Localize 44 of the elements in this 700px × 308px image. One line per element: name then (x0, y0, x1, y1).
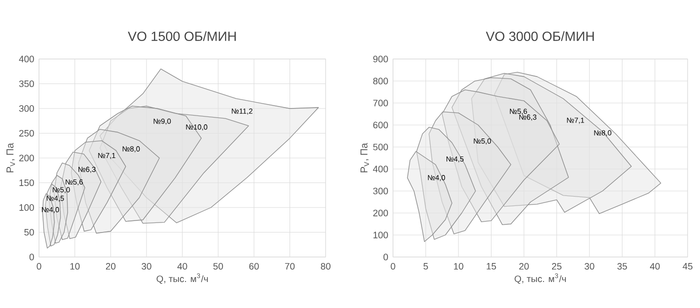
chart-title: VO 1500 ОБ/МИН (128, 31, 236, 42)
y-tick-label: 300 (19, 105, 34, 112)
y-tick-label: 400 (373, 166, 388, 172)
x-tick-label: 60 (249, 263, 259, 270)
x-tick-label: 5 (424, 263, 428, 270)
x-tick-label: 15 (486, 263, 496, 270)
y-tick-label: 100 (374, 232, 388, 238)
x-tick-label: 20 (106, 263, 116, 270)
y-tick-label: 150 (20, 179, 34, 186)
chart-title: VO 3000 ОБ/МИН (486, 31, 594, 42)
x-tick-label: 40 (650, 263, 660, 270)
y-tick-label: 500 (373, 144, 388, 150)
y-tick-label: 700 (373, 100, 388, 106)
y-tick-label: 0 (29, 254, 34, 260)
x-tick-label: 20 (519, 263, 529, 270)
x-axis-title: Q, тыс. м$^{3}$/ч (514, 273, 566, 284)
y-axis-title: P$_{V}$, Па (360, 142, 369, 172)
y-tick-label: 50 (24, 228, 34, 236)
x-tick-label: 10 (454, 263, 464, 270)
x-tick-label: 40 (177, 263, 188, 270)
x-tick-label: 80 (320, 263, 330, 270)
y-tick-label: 200 (19, 154, 34, 162)
y-tick-label: 200 (373, 210, 388, 216)
y-tick-label: 350 (19, 80, 34, 88)
y-tick-label: 100 (20, 204, 34, 211)
x-tick-label: 0 (36, 263, 42, 270)
x-tick-label: 30 (142, 263, 152, 270)
x-tick-label: 45 (682, 263, 692, 270)
y-tick-label: 250 (19, 130, 34, 137)
y-axis-title: P$_{V}$, Па (6, 142, 15, 172)
y-tick-label: 400 (19, 56, 34, 62)
x-tick-label: 30 (584, 263, 594, 270)
x-axis-title: Q, тыс. м$^{3}$/ч (156, 273, 208, 284)
y-tick-label: 600 (373, 122, 388, 128)
y-tick-label: 900 (373, 56, 388, 62)
x-tick-label: 70 (285, 263, 295, 270)
y-tick-label: 300 (373, 188, 388, 194)
x-tick-label: 10 (70, 263, 80, 270)
y-tick-label: 800 (373, 78, 388, 84)
y-tick-label: 0 (383, 254, 388, 260)
x-tick-label: 25 (552, 263, 562, 270)
x-tick-label: 50 (213, 263, 223, 270)
x-tick-label: 0 (390, 263, 396, 270)
x-tick-label: 35 (617, 263, 627, 270)
